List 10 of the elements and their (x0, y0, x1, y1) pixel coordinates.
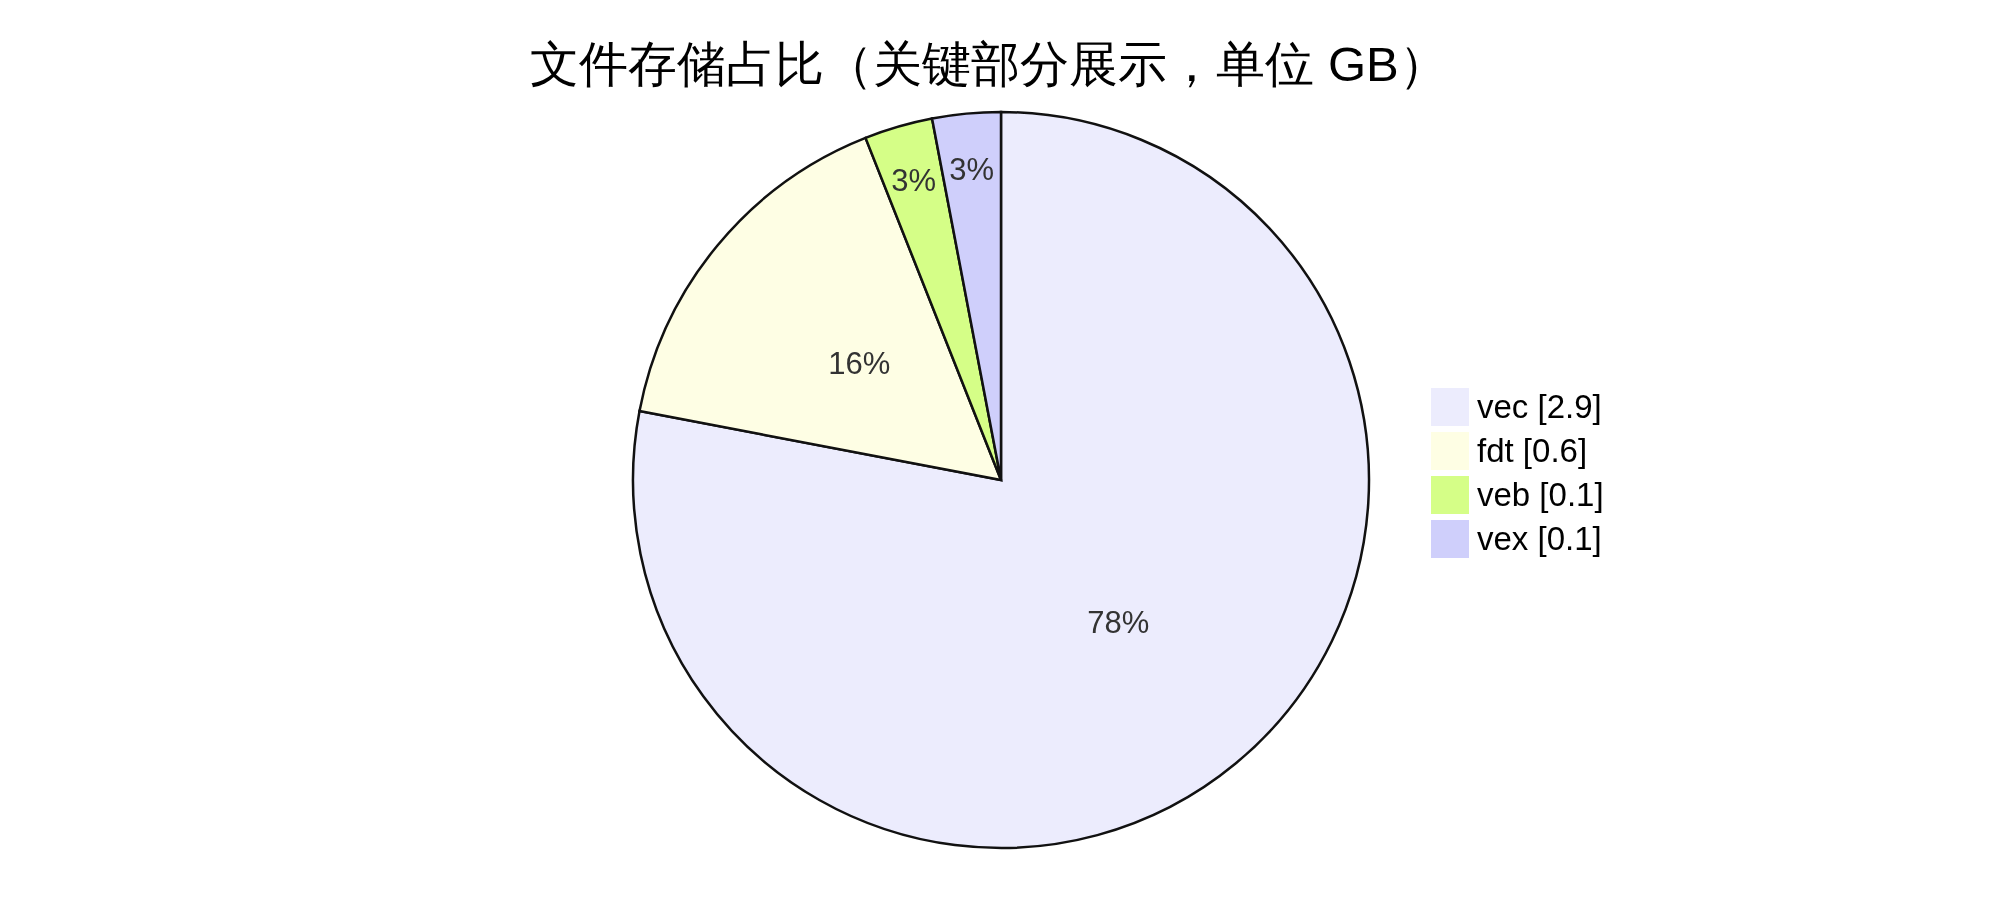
legend-label: fdt [0.6] (1477, 432, 1588, 470)
legend-label: vec [2.9] (1477, 388, 1602, 426)
data-label: 3% (949, 151, 994, 187)
data-label: 3% (891, 162, 937, 198)
pie-slice (632, 110, 1371, 849)
chart-title: 文件存储占比（关键部分展示，单位 GB） (529, 36, 1449, 93)
legend-label: vex [0.1] (1477, 520, 1602, 558)
data-label: 16% (828, 345, 891, 381)
data-label: 78% (1087, 604, 1150, 640)
legend-label: veb [0.1] (1477, 476, 1604, 514)
